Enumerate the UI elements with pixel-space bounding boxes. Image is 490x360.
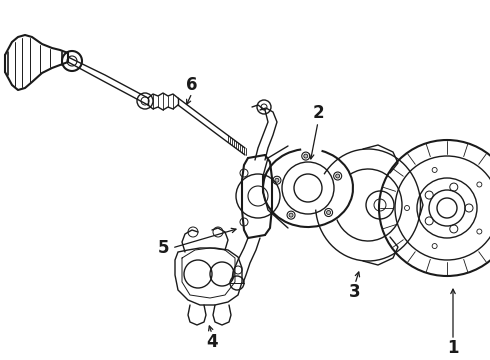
Circle shape <box>336 174 340 178</box>
Circle shape <box>275 178 279 182</box>
Text: 5: 5 <box>157 239 169 257</box>
Text: 4: 4 <box>206 333 218 351</box>
Circle shape <box>326 211 331 215</box>
Text: 2: 2 <box>312 104 324 122</box>
Text: 3: 3 <box>349 283 361 301</box>
Text: 1: 1 <box>447 339 459 357</box>
Circle shape <box>289 213 293 217</box>
Text: 6: 6 <box>186 76 198 94</box>
Circle shape <box>304 154 308 158</box>
